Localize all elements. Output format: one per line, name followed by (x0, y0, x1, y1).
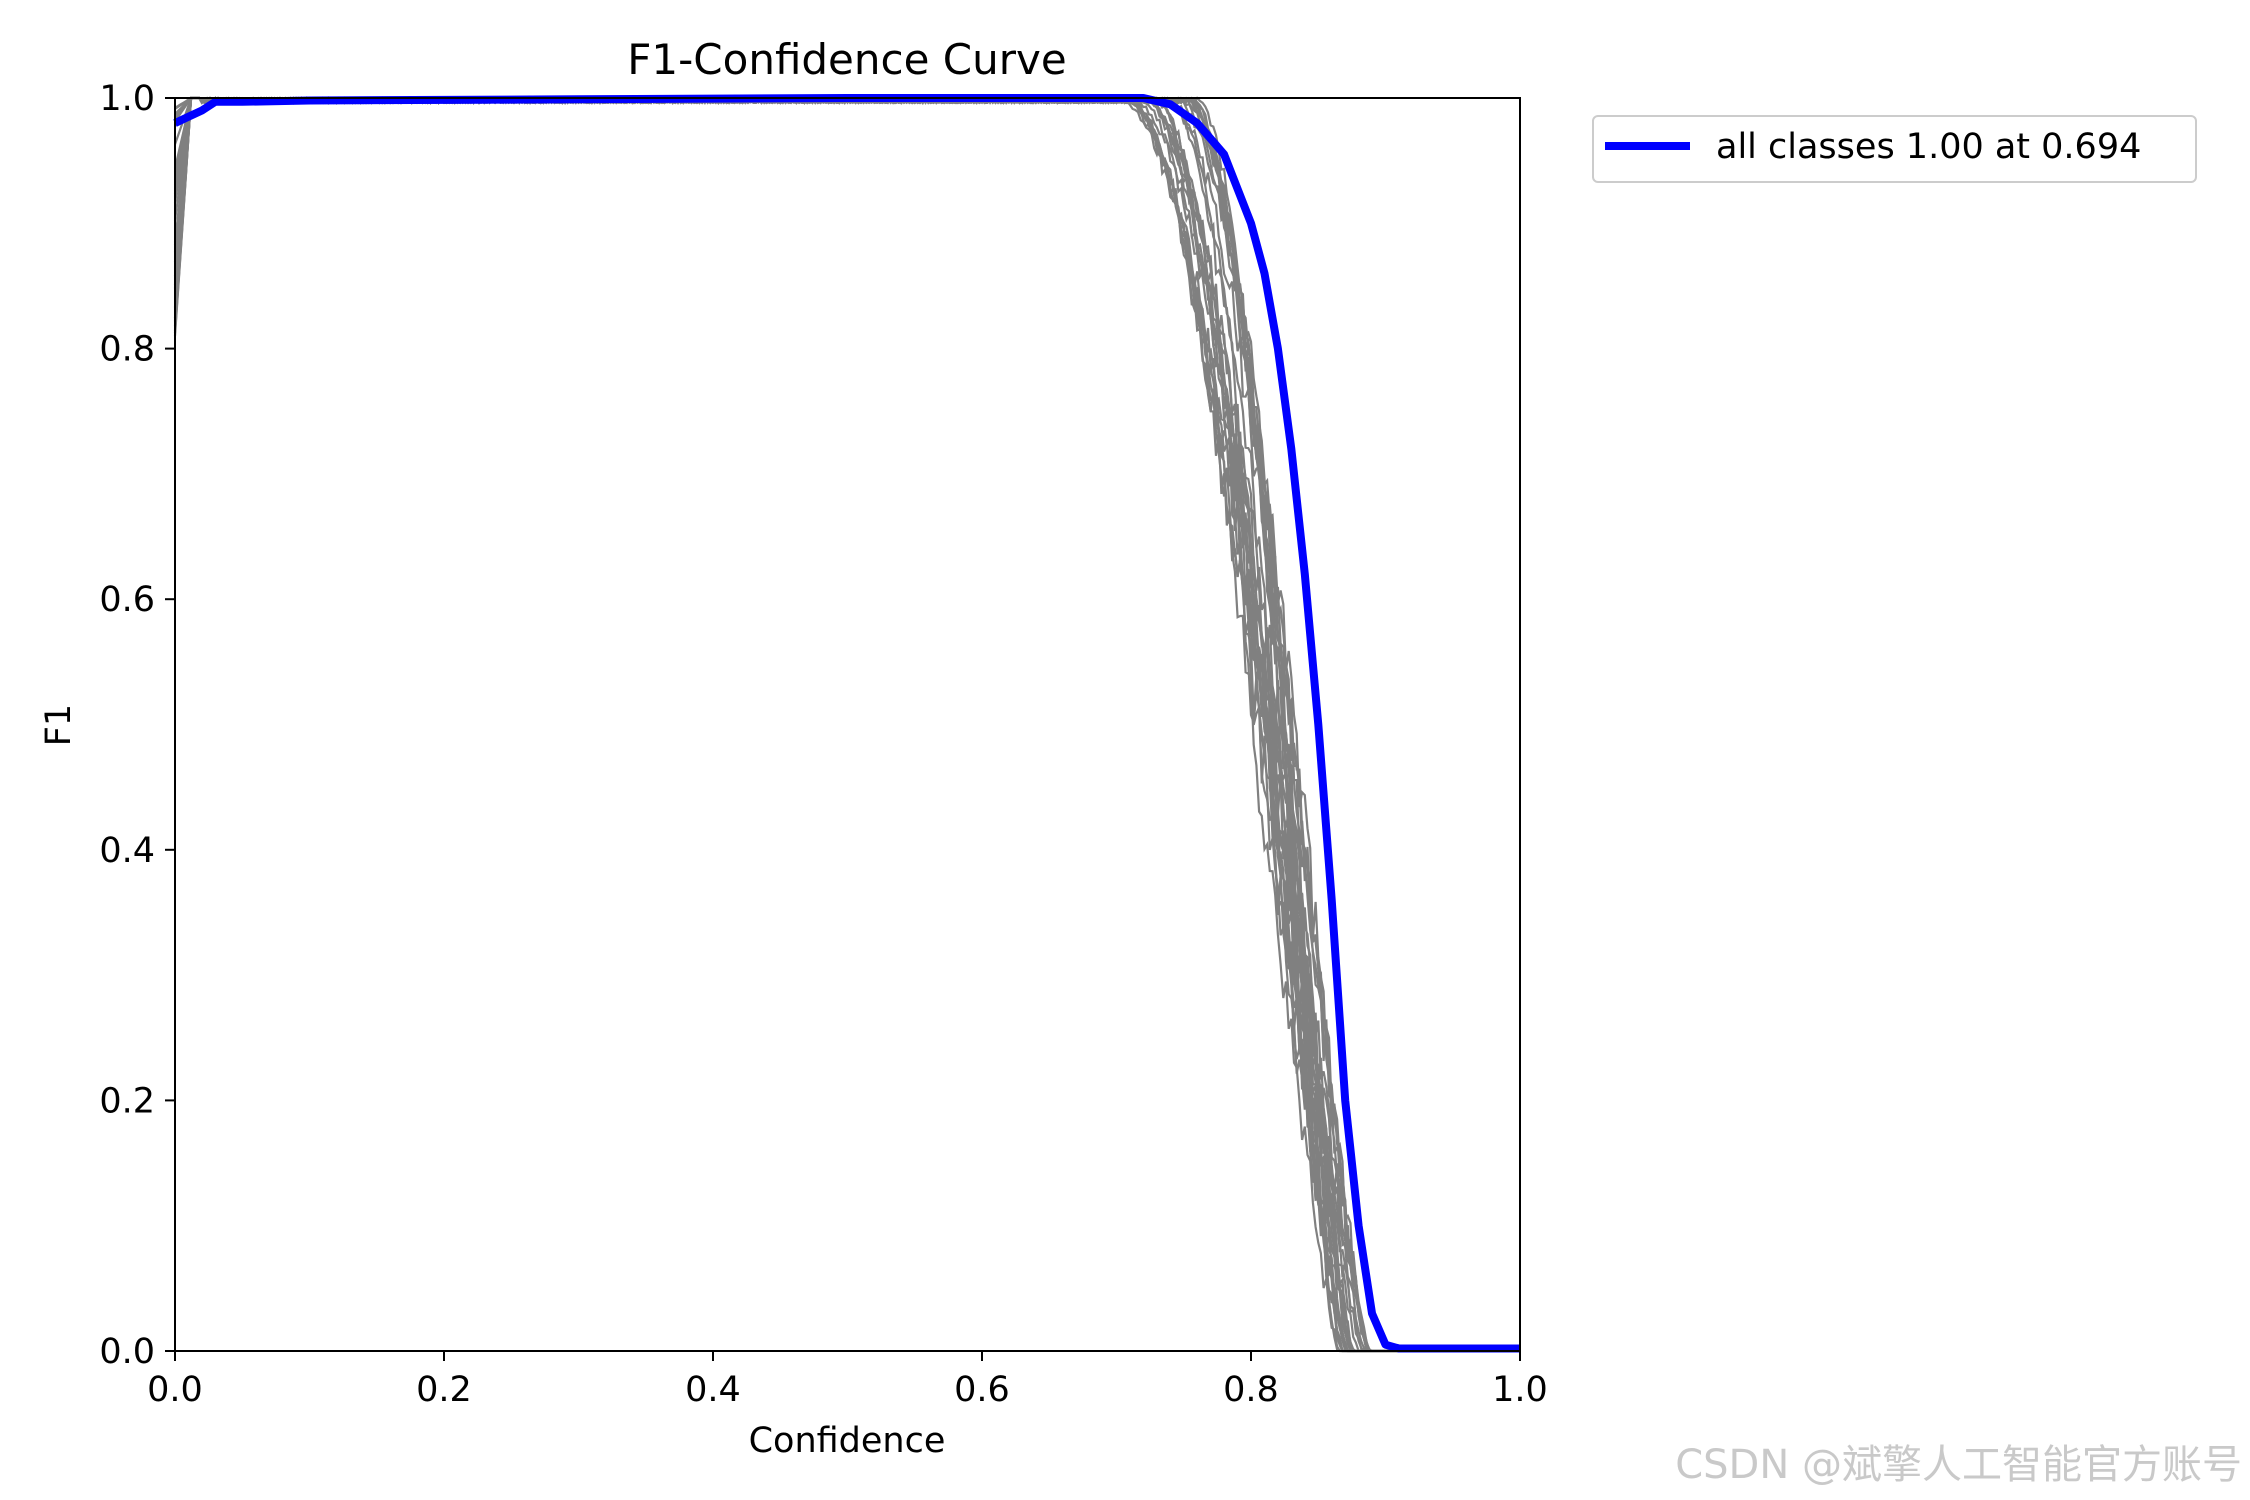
y-tick-label: 1.0 (99, 79, 155, 119)
chart-title: F1-Confidence Curve (627, 35, 1066, 84)
x-axis-label: Confidence (749, 1421, 946, 1461)
y-tick-label: 0.8 (99, 330, 155, 370)
x-axis-ticks: 0.0 0.2 0.4 0.6 0.8 1.0 (147, 1351, 1548, 1410)
x-tick-label: 0.4 (685, 1370, 741, 1410)
y-tick-label: 0.0 (99, 1332, 155, 1372)
series-line-all-classes (173, 94, 1520, 1353)
y-axis-ticks: 0.0 0.2 0.4 0.6 0.8 1.0 (99, 79, 175, 1372)
x-tick-label: 0.6 (954, 1370, 1010, 1410)
x-tick-label: 0.0 (147, 1370, 203, 1410)
y-axis-label: F1 (39, 704, 79, 746)
plot-frame (174, 97, 1521, 1352)
y-tick-label: 0.4 (99, 831, 155, 871)
legend-label: all classes 1.00 at 0.694 (1716, 127, 2141, 167)
x-tick-label: 0.8 (1223, 1370, 1279, 1410)
x-tick-label: 0.2 (416, 1370, 472, 1410)
y-tick-label: 0.6 (99, 580, 155, 620)
legend-box (1592, 115, 2197, 183)
watermark: CSDN @斌擎人工智能官方账号 (1675, 1442, 2242, 1488)
series-layer (173, 94, 1520, 1353)
y-tick-label: 0.2 (99, 1081, 155, 1121)
x-tick-label: 1.0 (1492, 1370, 1548, 1410)
legend: all classes 1.00 at 0.694 (1592, 115, 2197, 183)
